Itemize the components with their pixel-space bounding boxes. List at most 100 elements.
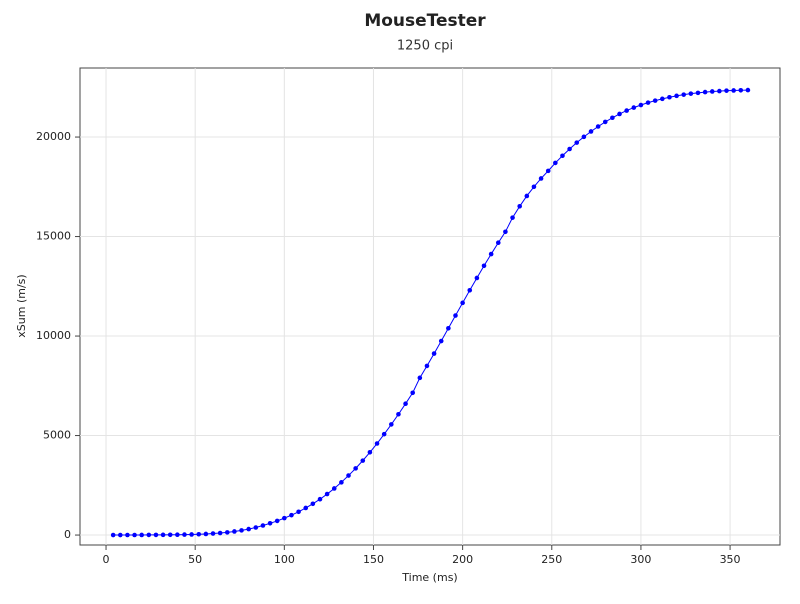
data-point	[431, 351, 437, 356]
data-point	[239, 528, 244, 533]
data-point	[610, 115, 615, 121]
y-tick-label: 15000	[36, 230, 71, 243]
data-point	[317, 496, 323, 502]
data-point	[531, 184, 537, 190]
data-point	[360, 458, 366, 463]
data-point	[731, 88, 736, 93]
data-point	[631, 105, 637, 110]
data-point	[289, 512, 294, 518]
data-point	[638, 102, 644, 108]
data-point	[745, 87, 751, 93]
data-point	[553, 160, 558, 166]
data-point	[495, 240, 501, 246]
data-point	[674, 93, 679, 99]
data-point	[602, 119, 608, 125]
plot-frame	[79, 67, 781, 546]
y-tick-label: 5000	[43, 429, 71, 442]
data-point	[381, 431, 387, 437]
data-point	[410, 390, 416, 396]
data-point	[453, 313, 458, 318]
data-point	[545, 168, 551, 174]
data-point	[260, 523, 266, 528]
data-point	[460, 300, 465, 306]
data-point	[424, 363, 430, 369]
data-point	[117, 532, 123, 538]
data-point	[110, 532, 116, 538]
data-point	[324, 491, 330, 497]
data-point	[339, 480, 344, 485]
data-point	[617, 111, 622, 117]
data-point	[503, 229, 508, 235]
data-point	[581, 134, 587, 140]
data-point	[217, 530, 223, 536]
data-point	[702, 89, 708, 95]
data-point	[417, 375, 423, 381]
data-point	[125, 532, 130, 538]
x-axis-label: Time (ms)	[401, 571, 457, 584]
data-point	[210, 531, 216, 536]
data-point	[367, 449, 373, 455]
data-point	[303, 505, 309, 511]
data-point	[310, 501, 316, 507]
x-tick-label: 250	[541, 553, 562, 566]
data-point	[738, 87, 744, 93]
data-line	[113, 89, 748, 536]
data-point	[224, 530, 230, 535]
x-tick-label: 150	[363, 553, 384, 566]
y-tick-label: 0	[64, 528, 71, 541]
data-point	[567, 146, 572, 152]
x-tick-label: 100	[274, 553, 295, 566]
data-point	[253, 525, 259, 530]
data-point	[396, 411, 401, 417]
data-point	[510, 215, 515, 220]
data-point	[595, 124, 601, 129]
data-point	[538, 176, 544, 181]
data-point	[695, 90, 701, 96]
data-point	[574, 140, 580, 145]
data-point	[331, 486, 337, 491]
y-tick-label: 10000	[36, 329, 71, 342]
data-point	[182, 532, 187, 537]
data-point	[446, 325, 451, 331]
data-point	[724, 88, 729, 93]
data-point	[282, 515, 287, 521]
data-point	[688, 91, 694, 96]
data-point	[467, 287, 473, 293]
data-point	[681, 92, 687, 97]
data-point	[203, 531, 209, 537]
data-point	[353, 466, 358, 471]
data-point	[296, 509, 301, 515]
data-point	[153, 532, 159, 538]
y-axis-label: xSum (m/s)	[15, 274, 28, 337]
data-point	[645, 100, 651, 105]
data-point	[481, 263, 487, 269]
data-point	[246, 526, 251, 532]
data-point	[624, 108, 629, 113]
data-point	[389, 422, 394, 427]
x-tick-label: 0	[103, 553, 110, 566]
x-tick-label: 300	[630, 553, 651, 566]
data-point	[196, 531, 202, 537]
data-point	[175, 532, 180, 538]
data-point	[139, 532, 144, 538]
data-point	[667, 94, 672, 100]
data-point	[232, 529, 237, 534]
data-point	[167, 532, 173, 538]
x-tick-label: 200	[452, 553, 473, 566]
data-point	[438, 338, 444, 344]
data-point	[132, 532, 137, 538]
data-point	[660, 96, 665, 102]
y-tick-label: 20000	[36, 130, 71, 143]
data-point	[403, 401, 408, 407]
data-point	[189, 532, 194, 537]
data-point	[652, 98, 658, 103]
data-point	[274, 518, 280, 524]
data-point	[717, 88, 722, 94]
data-point	[267, 521, 273, 526]
x-tick-label: 350	[720, 553, 741, 566]
data-point	[709, 89, 715, 94]
data-point	[346, 473, 351, 478]
data-point	[517, 204, 522, 209]
